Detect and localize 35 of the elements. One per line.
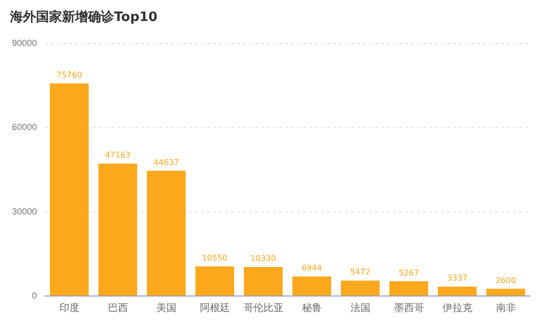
x-tick-label: 美国 <box>156 302 176 314</box>
bar <box>146 170 186 296</box>
data-label: 6944 <box>302 264 322 273</box>
chart-title: 海外国家新增确诊Top10 <box>10 8 158 26</box>
y-tick-label: 60000 <box>12 122 38 132</box>
data-label: 47163 <box>105 150 130 160</box>
bar <box>389 281 428 296</box>
bar <box>98 164 138 296</box>
data-label: 75760 <box>56 70 82 80</box>
bar <box>50 83 89 296</box>
data-label: 5267 <box>398 268 419 278</box>
y-tick-label: 0 <box>32 290 38 300</box>
data-label: 10330 <box>250 254 276 264</box>
data-label: 44637 <box>154 158 179 167</box>
x-tick-label: 法国 <box>350 302 370 314</box>
data-label: 3337 <box>447 274 468 283</box>
x-tick-label: 伊拉克 <box>442 302 472 314</box>
data-label: 5472 <box>350 268 370 277</box>
x-tick-label: 南非 <box>496 302 516 314</box>
y-tick-label: 30000 <box>12 206 38 216</box>
bar <box>244 267 283 296</box>
bar <box>340 280 380 296</box>
x-tick-label: 墨西哥 <box>394 302 424 314</box>
data-label: 10550 <box>202 253 228 262</box>
bar <box>438 286 477 296</box>
x-tick-label: 巴西 <box>108 302 128 314</box>
x-tick-label: 秘鲁 <box>302 302 322 314</box>
x-tick-label: 阿根廷 <box>200 302 230 314</box>
bar <box>486 288 526 296</box>
bar <box>292 276 332 296</box>
data-label: 2600 <box>496 276 516 285</box>
x-tick-label: 哥伦比亚 <box>243 302 284 314</box>
x-tick-label: 印度 <box>59 302 80 314</box>
y-tick-label: 90000 <box>12 38 38 48</box>
bar <box>195 266 234 296</box>
